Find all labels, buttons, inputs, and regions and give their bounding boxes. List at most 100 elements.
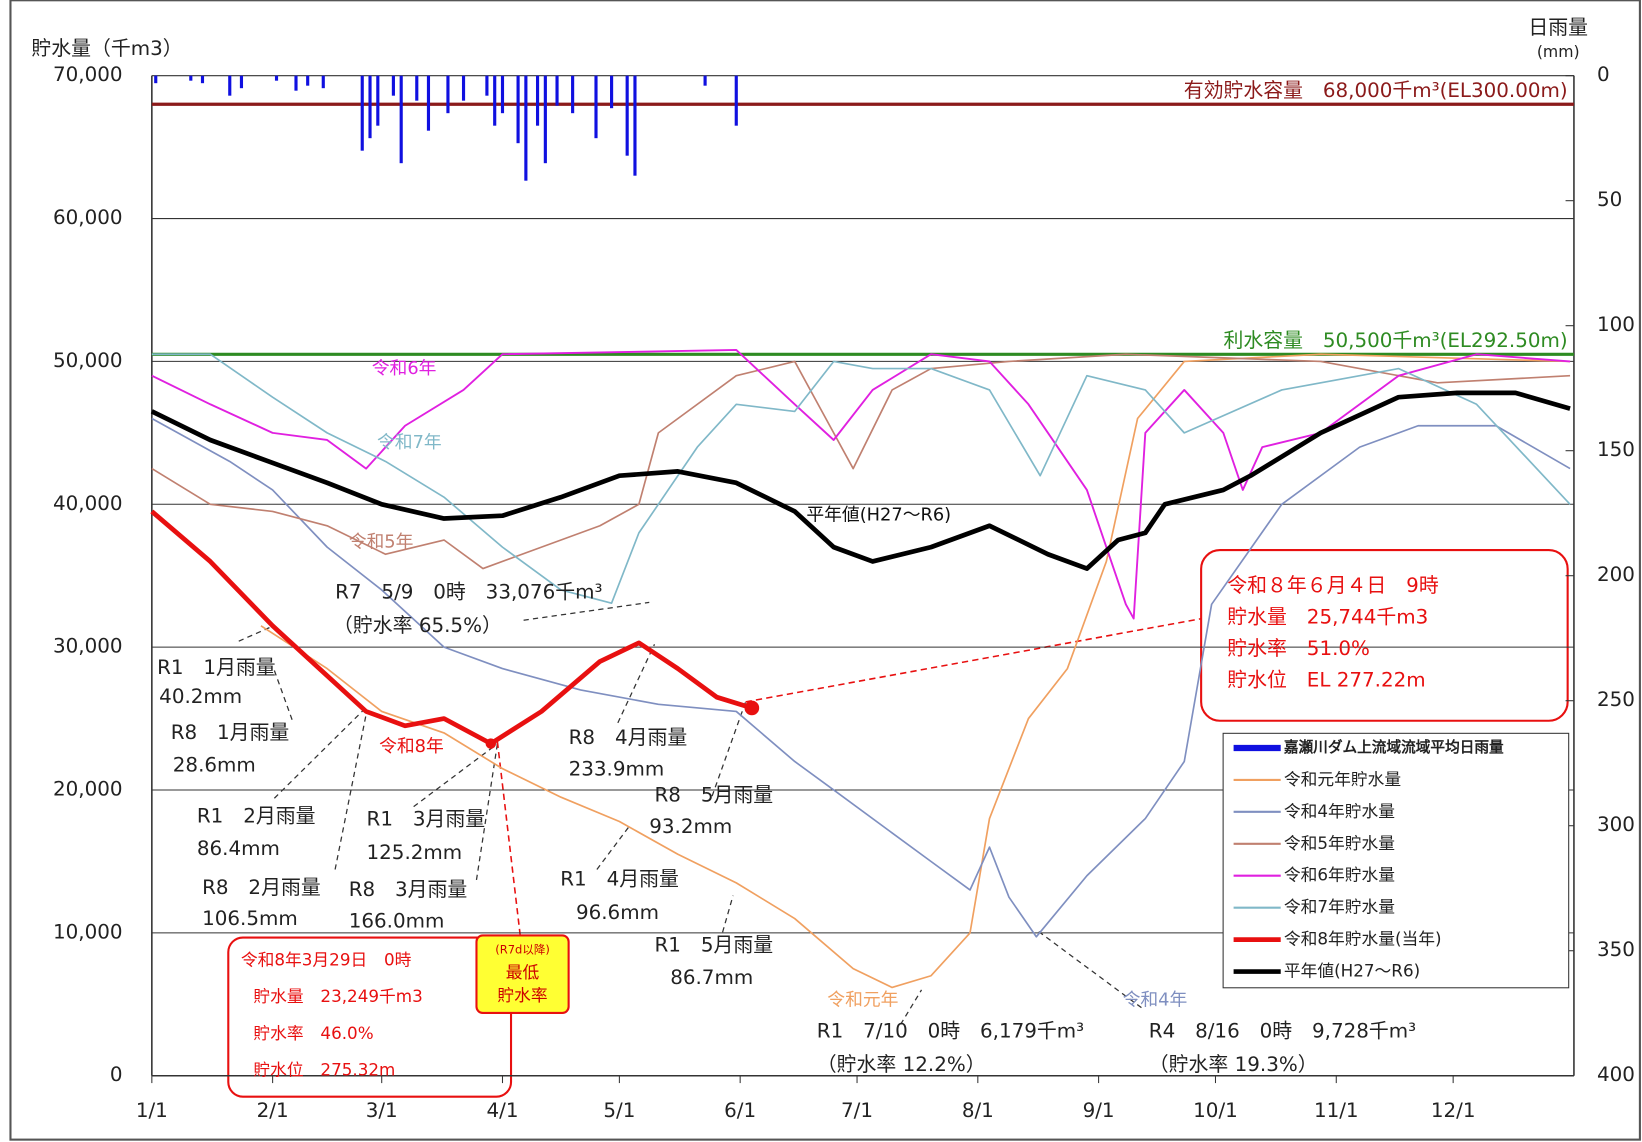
series-label: 平年値(H27～R6) — [806, 504, 951, 525]
rain-bar — [228, 75, 232, 96]
y2-tick-label: 100 — [1597, 313, 1635, 336]
x-tick-label: 5/1 — [603, 1099, 635, 1122]
annotation: R8 5月雨量 — [654, 784, 773, 807]
rain-bar — [485, 75, 489, 96]
rain-bar — [321, 75, 325, 89]
x-tick-label: 2/1 — [257, 1099, 289, 1122]
rain-bar — [426, 75, 431, 131]
legend-label: 平年値(H27～R6) — [1284, 961, 1420, 981]
rain-bar — [415, 75, 419, 101]
x-tick-label: 9/1 — [1083, 1099, 1115, 1122]
series-line — [150, 509, 753, 746]
annotation: R8 4月雨量 — [569, 726, 688, 749]
annotation: 166.0mm — [349, 909, 445, 932]
now-box-text: 令和８年６月４日 9時 — [1227, 574, 1439, 597]
series-line — [260, 353, 1571, 989]
annotation: 28.6mm — [173, 753, 256, 776]
min-box-text: 貯水量 23,249千m3 — [253, 986, 422, 1006]
x-tick-label: 10/1 — [1193, 1099, 1238, 1122]
annotation: 106.5mm — [202, 907, 298, 930]
series-line — [151, 353, 1571, 604]
y-tick-label: 70,000 — [53, 63, 123, 86]
rain-bar — [368, 75, 372, 139]
legend-label: 嘉瀬川ダム上流域流域平均日雨量 — [1283, 738, 1504, 756]
y-tick-label: 40,000 — [53, 492, 123, 515]
reference-label: 利水容量 50,500千m³(EL292.50m) — [1223, 329, 1567, 352]
rain-bar — [594, 75, 598, 139]
annotation: R1 7/10 0時 6,179千m³ — [817, 1019, 1084, 1042]
annotation: R8 3月雨量 — [349, 878, 468, 901]
rain-bar — [610, 75, 614, 109]
reference-label: 有効貯水容量 68,000千m³(EL300.00m) — [1184, 79, 1568, 102]
min-box — [227, 936, 513, 1098]
rain-bar — [391, 75, 395, 96]
rain-bar — [543, 75, 547, 164]
legend-label: 令和8年貯水量(当年) — [1284, 929, 1442, 949]
legend-label: 令和6年貯水量 — [1284, 865, 1395, 885]
rain-bar — [535, 75, 540, 126]
annotation: 93.2mm — [649, 815, 732, 838]
y-tick-label: 0 — [110, 1063, 123, 1086]
y2-tick-label: 250 — [1597, 688, 1635, 711]
rain-bar — [524, 75, 528, 181]
rain-bar — [274, 75, 279, 81]
rain-bar — [555, 75, 559, 106]
rain-bar — [376, 75, 380, 126]
x-tick-label: 12/1 — [1431, 1099, 1476, 1122]
rain-bar — [446, 75, 450, 114]
legend-label: 令和4年貯水量 — [1284, 801, 1395, 821]
y2-tick-label: 150 — [1597, 438, 1635, 461]
now-box-text: 貯水位 EL 277.22m — [1227, 668, 1425, 691]
rain-bar — [461, 75, 466, 101]
rain-bar — [625, 75, 629, 156]
y-tick-label: 30,000 — [53, 635, 123, 658]
x-tick-label: 4/1 — [486, 1099, 518, 1122]
series-label: 令和6年 — [372, 358, 437, 379]
point-marker — [744, 700, 760, 716]
low-box-text: 貯水率 — [497, 985, 547, 1005]
rain-bar — [633, 75, 637, 176]
annotation: 86.7mm — [670, 966, 753, 989]
now-box-text: 貯水率 51.0% — [1227, 637, 1370, 660]
series-label: 令和5年 — [349, 532, 414, 553]
series-line — [151, 348, 1571, 620]
now-box — [1200, 549, 1569, 722]
y2-tick-label: 300 — [1597, 813, 1635, 836]
rain-bar — [399, 75, 403, 164]
low-box-text: (R7d以降) — [495, 943, 550, 957]
rain-bar — [734, 75, 738, 126]
frame — [9, 0, 1641, 1141]
rain-bar — [306, 75, 310, 86]
series-line — [151, 417, 1571, 938]
annotation: R4 8/16 0時 9,728千m³ — [1149, 1019, 1416, 1042]
legend-label: 令和7年貯水量 — [1284, 897, 1395, 917]
x-tick-label: 3/1 — [366, 1099, 398, 1122]
y-tick-label: 20,000 — [53, 778, 123, 801]
rain-bar — [189, 75, 193, 81]
point-marker — [485, 738, 497, 749]
legend-label: 令和元年貯水量 — [1284, 769, 1401, 789]
y2-tick-label: 50 — [1597, 188, 1622, 211]
annotation: （貯水率 65.5%） — [333, 614, 502, 637]
y2-tick-label: 0 — [1597, 63, 1610, 86]
annotation: 96.6mm — [576, 901, 659, 924]
annotation: R7 5/9 0時 33,076千m³ — [335, 580, 602, 603]
annotation: R1 4月雨量 — [560, 867, 679, 890]
annotation: 125.2mm — [367, 841, 463, 864]
rain-bar — [571, 75, 575, 114]
rain-bar — [703, 75, 707, 86]
annotation: R1 3月雨量 — [367, 808, 486, 831]
y2-tick-label: 200 — [1597, 563, 1635, 586]
annotation: R1 2月雨量 — [197, 805, 316, 828]
rain-bar — [493, 75, 497, 126]
series-line — [150, 390, 1571, 571]
y-axis-label: 貯水量（千m3） — [31, 37, 182, 60]
rain-bar — [516, 75, 520, 144]
rain-bar — [360, 75, 364, 151]
low-box-text: 最低 — [506, 962, 540, 982]
annotation: R8 2月雨量 — [202, 876, 321, 899]
rain-bar — [500, 75, 505, 114]
rain-bar — [200, 75, 205, 84]
legend-label: 令和5年貯水量 — [1284, 833, 1395, 853]
